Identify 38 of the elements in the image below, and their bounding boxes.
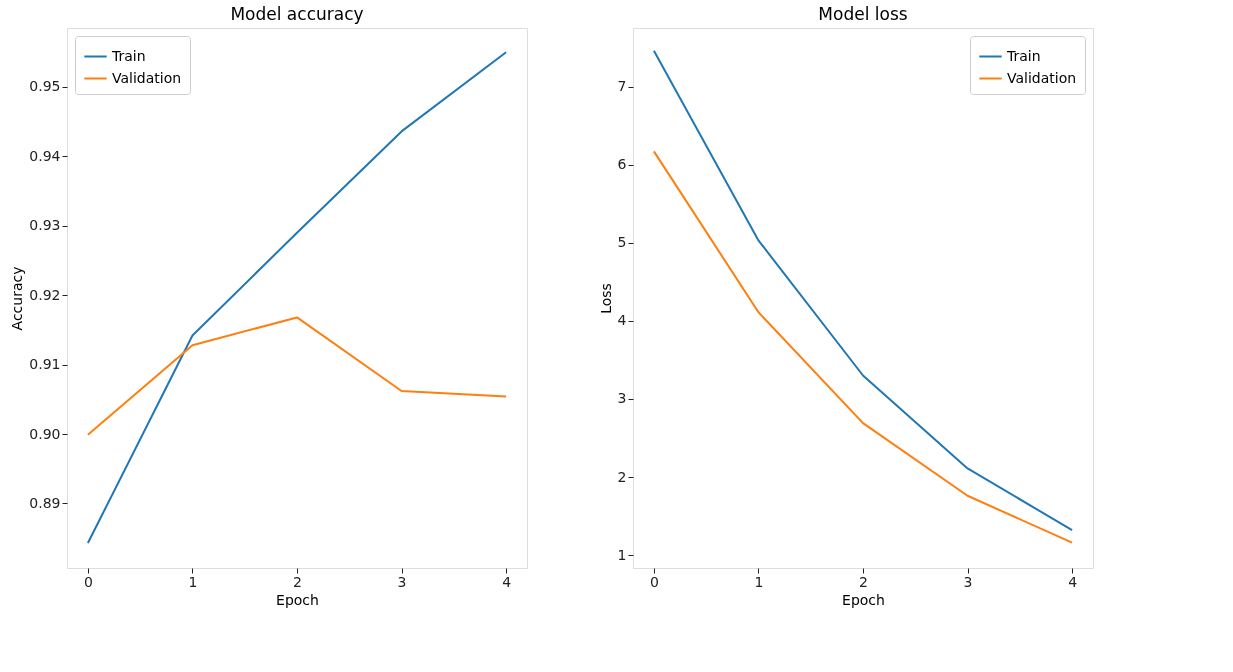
- y-tick-label: 0.95: [29, 78, 61, 95]
- y-tick-label: 0.91: [29, 356, 61, 373]
- y-tick-label: 0.89: [29, 494, 61, 511]
- x-tick-label: 1: [754, 573, 764, 590]
- x-tick-label: 1: [188, 573, 198, 590]
- y-axis-title: Accuracy: [9, 266, 26, 331]
- legend-label: Validation: [1007, 69, 1077, 86]
- y-tick-label: 6: [617, 156, 627, 173]
- x-tick-label: 0: [649, 573, 659, 590]
- x-axis-title: Epoch: [842, 591, 885, 608]
- line-series: [86, 316, 508, 436]
- x-tick-label: 3: [397, 573, 407, 590]
- x-axis-title: Epoch: [276, 591, 319, 608]
- legend-label: Train: [111, 47, 146, 64]
- y-tick-label: 2: [617, 468, 627, 485]
- line-series: [652, 150, 1074, 544]
- y-tick-label: 1: [617, 546, 627, 563]
- chart-title: Model accuracy: [230, 4, 364, 24]
- y-tick-label: 3: [617, 390, 627, 407]
- line-series: [652, 49, 1074, 532]
- x-tick-label: 4: [502, 573, 512, 590]
- chart-title: Model loss: [818, 4, 908, 24]
- y-tick-label: 7: [617, 78, 627, 95]
- x-tick-label: 3: [963, 573, 973, 590]
- y-tick-label: 0.92: [29, 286, 61, 303]
- y-tick-label: 0.94: [29, 147, 61, 164]
- x-tick-label: 2: [293, 573, 302, 590]
- line-series: [86, 51, 508, 545]
- y-tick-label: 4: [617, 312, 627, 329]
- y-tick-label: 0.93: [29, 217, 61, 234]
- y-axis-title: Loss: [597, 283, 614, 314]
- x-tick-label: 2: [859, 573, 868, 590]
- y-tick-label: 0.90: [29, 425, 61, 442]
- x-tick-label: 0: [83, 573, 93, 590]
- legend-label: Validation: [112, 69, 182, 86]
- x-tick-label: 4: [1068, 573, 1078, 590]
- legend-label: Train: [1006, 47, 1041, 64]
- y-tick-label: 5: [617, 234, 627, 251]
